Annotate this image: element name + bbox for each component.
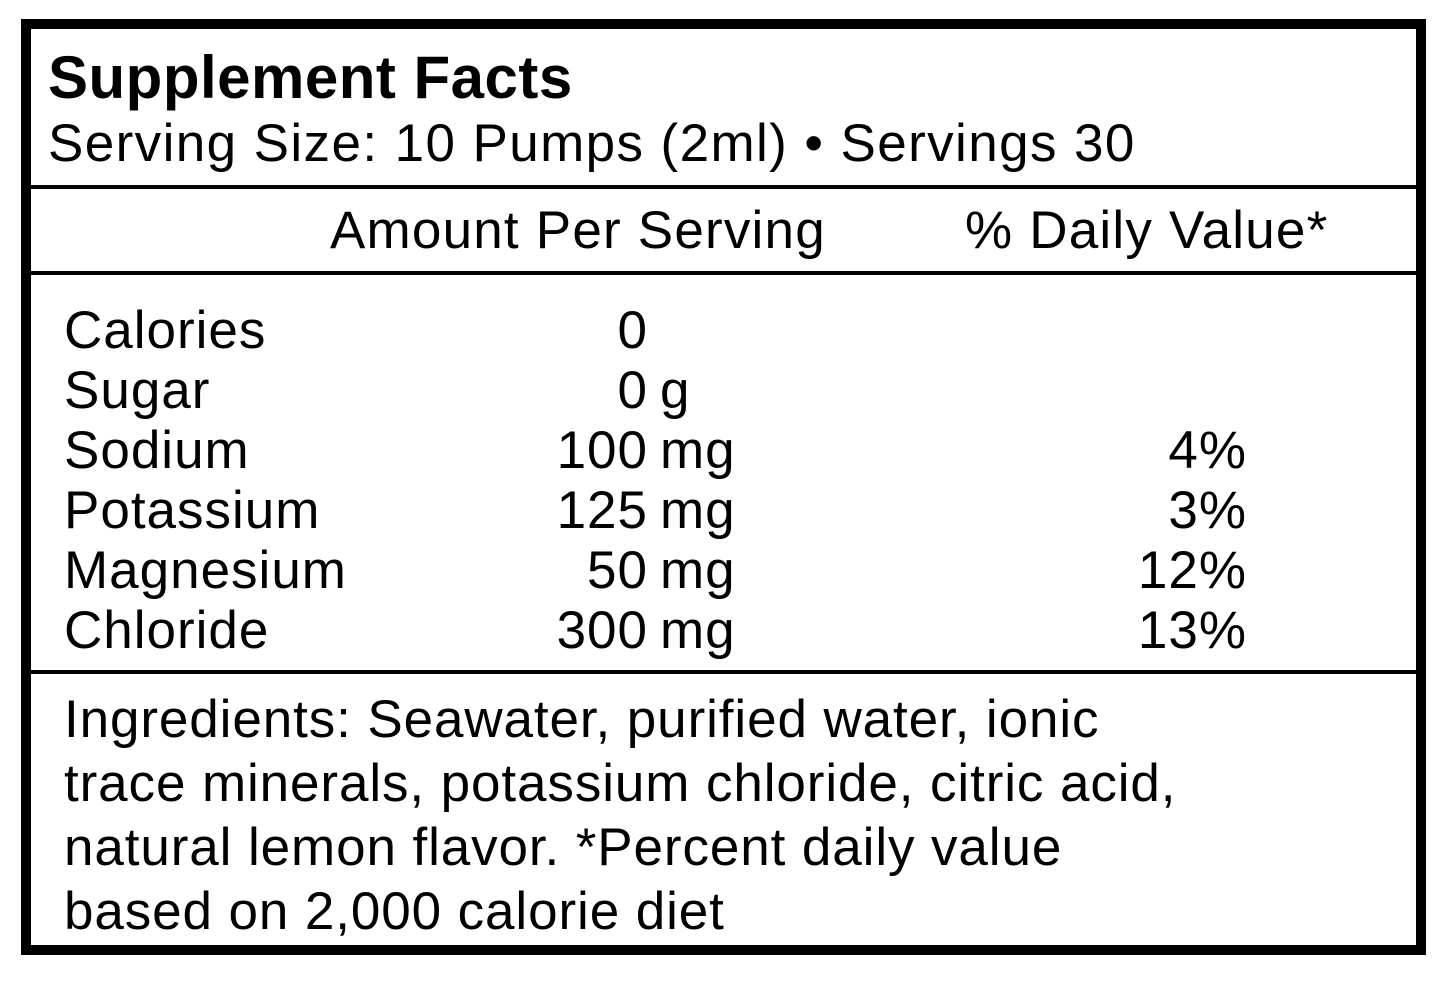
nutrient-unit: mg	[660, 421, 736, 480]
daily-value-header: % Daily Value*	[965, 201, 1329, 260]
nutrient-row: Sodium 100 mg 4%	[0, 424, 1445, 484]
serving-info: Serving Size: 10 Pumps (2ml) • Servings …	[48, 114, 1136, 173]
nutrient-row: Magnesium 50 mg 12%	[0, 544, 1445, 604]
divider	[31, 670, 1416, 674]
nutrient-amount: 300	[556, 601, 648, 660]
ingredients-line: based on 2,000 calorie diet	[64, 882, 725, 941]
nutrient-name: Potassium	[64, 481, 321, 540]
nutrient-row: Potassium 125 mg 3%	[0, 484, 1445, 544]
panel-title: Supplement Facts	[48, 44, 573, 111]
nutrient-amount: 125	[556, 481, 648, 540]
nutrient-dv: 4%	[1168, 421, 1247, 480]
ingredients-text: Ingredients: Seawater, purified water, i…	[64, 688, 1394, 944]
nutrient-row: Chloride 300 mg 13%	[0, 604, 1445, 664]
nutrient-name: Magnesium	[64, 541, 347, 600]
nutrient-unit: mg	[660, 541, 736, 600]
nutrient-amount: 100	[556, 421, 648, 480]
nutrient-name: Calories	[64, 301, 267, 360]
nutrient-name: Chloride	[64, 601, 270, 660]
nutrient-amount: 50	[587, 541, 648, 600]
nutrient-name: Sugar	[64, 361, 211, 420]
nutrient-row: Sugar 0 g	[0, 364, 1445, 424]
amount-header: Amount Per Serving	[330, 201, 826, 260]
ingredients-line: Ingredients: Seawater, purified water, i…	[64, 690, 1100, 749]
nutrient-row: Calories 0	[0, 304, 1445, 364]
nutrient-unit: g	[660, 361, 691, 420]
nutrient-name: Sodium	[64, 421, 250, 480]
nutrient-dv: 12%	[1137, 541, 1247, 600]
nutrient-amount: 0	[617, 361, 648, 420]
divider	[31, 185, 1416, 189]
nutrient-unit: mg	[660, 601, 736, 660]
nutrient-unit: mg	[660, 481, 736, 540]
nutrient-amount: 0	[617, 301, 648, 360]
nutrient-dv: 13%	[1137, 601, 1247, 660]
nutrient-dv: 3%	[1168, 481, 1247, 540]
ingredients-line: trace minerals, potassium chloride, citr…	[64, 754, 1177, 813]
supplement-facts-panel	[21, 19, 1426, 955]
divider	[31, 271, 1416, 275]
ingredients-line: natural lemon flavor. *Percent daily val…	[64, 818, 1063, 877]
